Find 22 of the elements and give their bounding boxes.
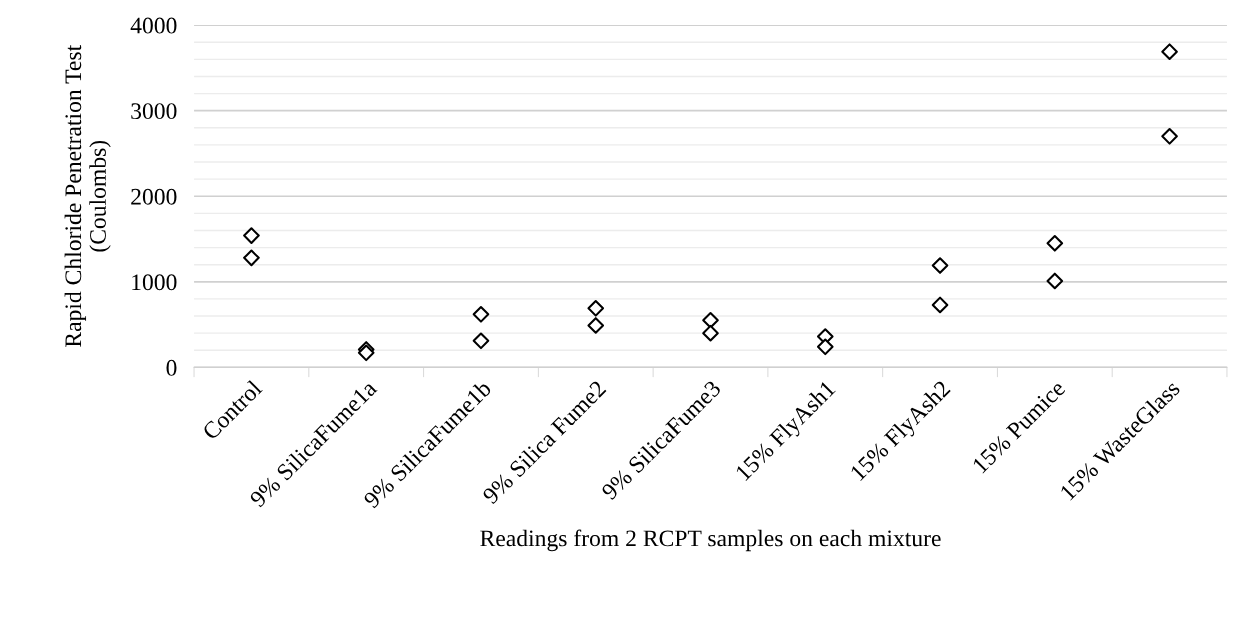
point (1161, 43, 1178, 60)
point (1046, 272, 1064, 290)
point (472, 306, 490, 323)
point (587, 300, 605, 317)
point (1046, 234, 1064, 252)
point (931, 296, 949, 314)
x-axis-title: Readings from 2 RCPT samples on each mixture (480, 529, 941, 552)
y-tick-label: 2000 (131, 188, 177, 205)
y-tick-label: 1000 (132, 274, 177, 291)
point (357, 344, 375, 362)
point (702, 324, 719, 342)
y-tick-label: 4000 (130, 17, 177, 34)
y-tick-label: 3000 (131, 103, 177, 120)
y-tick-label: 0 (166, 359, 177, 376)
y-axis-title: Rapid Chloride Penetration Test (Coulombs) (64, 44, 111, 347)
point (243, 227, 260, 244)
point (931, 257, 949, 274)
point (472, 332, 490, 350)
point (1161, 128, 1178, 145)
point (243, 249, 260, 267)
point (816, 338, 834, 356)
point (587, 317, 605, 334)
